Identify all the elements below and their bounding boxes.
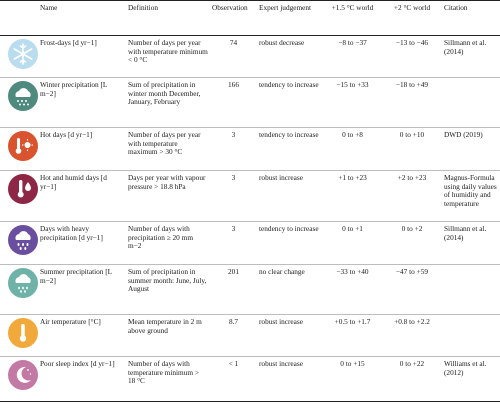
cell-definition: Sum of precipitation in winter month Dec… [128,80,201,107]
cell-citation [442,78,500,128]
header-name: Name [40,3,58,12]
cell-w2: 0 to +10 [399,130,425,139]
cell-expert: robust increase [259,173,303,182]
cell-citation: Sillmann et al. (2014) [444,224,487,242]
thermometer-icon [8,318,38,348]
cell-observation: 8.7 [228,317,239,326]
cell-expert: robust decrease [259,38,305,47]
cell-w2: +2 to +23 [397,173,427,182]
moon-stars-icon [8,360,38,390]
cell-observation: < 1 [228,359,239,368]
table-row: Summer precipitation [L m−2] Sum of prec… [0,265,500,315]
rain-cloud-icon [8,268,38,298]
cell-citation: DWD (2019) [444,130,483,139]
cell-name: Days with heavy precipitation [d yr−1] [40,224,103,242]
cell-name: Air temperature [°C] [40,317,101,326]
cell-definition: Number of days with precipitation ≥ 20 m… [128,224,194,251]
cell-w2: −18 to +49 [395,80,429,89]
cell-observation: 74 [229,38,238,47]
cell-definition: Number of days per year with temperature… [128,38,208,65]
table-row: Hot days [d yr−1] Number of days per yea… [0,128,500,171]
header-observation: Observation [212,3,248,12]
cell-definition: Days per year with vapour pressure > 18.… [128,173,206,191]
heavy-rain-icon [8,225,38,255]
humid-thermometer-icon [8,174,38,204]
cell-observation: 3 [231,173,236,182]
table-row: Poor sleep index [d yr−1] Number of days… [0,357,500,402]
header-definition: Definition [128,3,158,12]
cell-expert: robust increase [259,359,303,368]
table-row: Hot and humid days [d yr−1] Days per yea… [0,171,500,222]
snowflake-icon [8,39,38,69]
cell-w2: +0.8 to +2.2 [394,317,430,326]
cell-citation: Sillmann et al. (2014) [444,38,487,56]
cell-w15: +0.5 to +1.7 [334,317,371,326]
cell-definition: Mean temperature in 2 m above ground [128,317,202,335]
cell-name: Hot days [d yr−1] [40,130,93,139]
cell-w15: 0 to +8 [342,130,363,139]
cell-expert: robust increase [259,317,303,326]
cell-observation: 3 [231,130,236,139]
cell-w2: −13 to −46 [395,38,429,47]
header-expert: Expert judgement [259,3,312,12]
cell-name: Frost-days [d yr−1] [40,38,97,47]
cell-w15: −15 to +33 [336,80,369,89]
cell-w15: −33 to +40 [336,267,369,276]
table-row: Air temperature [°C] Mean temperature in… [0,315,500,357]
cell-definition: Number of days with temperature minimum … [128,359,199,386]
cell-citation [442,315,500,357]
cell-citation: Williams et al. (2012) [444,359,487,377]
cell-name: Poor sleep index [d yr−1] [40,359,115,368]
cell-expert: tendency to increase [259,130,319,139]
cell-w15: 0 to +15 [340,359,365,368]
cell-w15: +1 to +23 [338,173,367,182]
header-citation: Citation [444,3,468,12]
cell-observation: 3 [231,224,236,233]
cell-observation: 201 [228,267,239,276]
cell-name: Winter precipitation [L m−2] [40,80,108,98]
snow-cloud-icon [8,81,38,111]
header-w2: +2 °C world [393,3,431,12]
cell-w15: −8 to −37 [338,38,367,47]
cell-expert: no clear change [259,267,305,276]
cell-w2: −47 to +59 [395,267,429,276]
cell-w2: 0 to +2 [401,224,423,233]
cell-citation [442,265,500,315]
table-row: Days with heavy precipitation [d yr−1] N… [0,222,500,265]
cell-w15: 0 to +1 [342,224,363,233]
cell-name: Summer precipitation [L m−2] [40,267,112,285]
cell-expert: tendency to increase [259,80,319,89]
indicator-table: Name Definition Observation Expert judge… [0,0,500,402]
cell-citation: Magnus-Formula using daily values of hum… [444,173,497,208]
sun-thermometer-icon [8,131,38,161]
cell-expert: tendency to increase [259,224,319,233]
table-row: Winter precipitation [L m−2] Sum of prec… [0,78,500,128]
cell-definition: Number of days per year with temperature… [128,130,201,157]
cell-definition: Sum of precipitation in summer month: Ju… [128,267,207,294]
cell-observation: 166 [228,80,239,89]
table-row: Frost-days [d yr−1] Number of days per y… [0,36,500,78]
header-row: Name Definition Observation Expert judge… [0,0,500,36]
cell-name: Hot and humid days [d yr−1] [40,173,107,191]
cell-w2: 0 to +22 [399,359,425,368]
header-w15: +1.5 °C world [331,3,374,12]
